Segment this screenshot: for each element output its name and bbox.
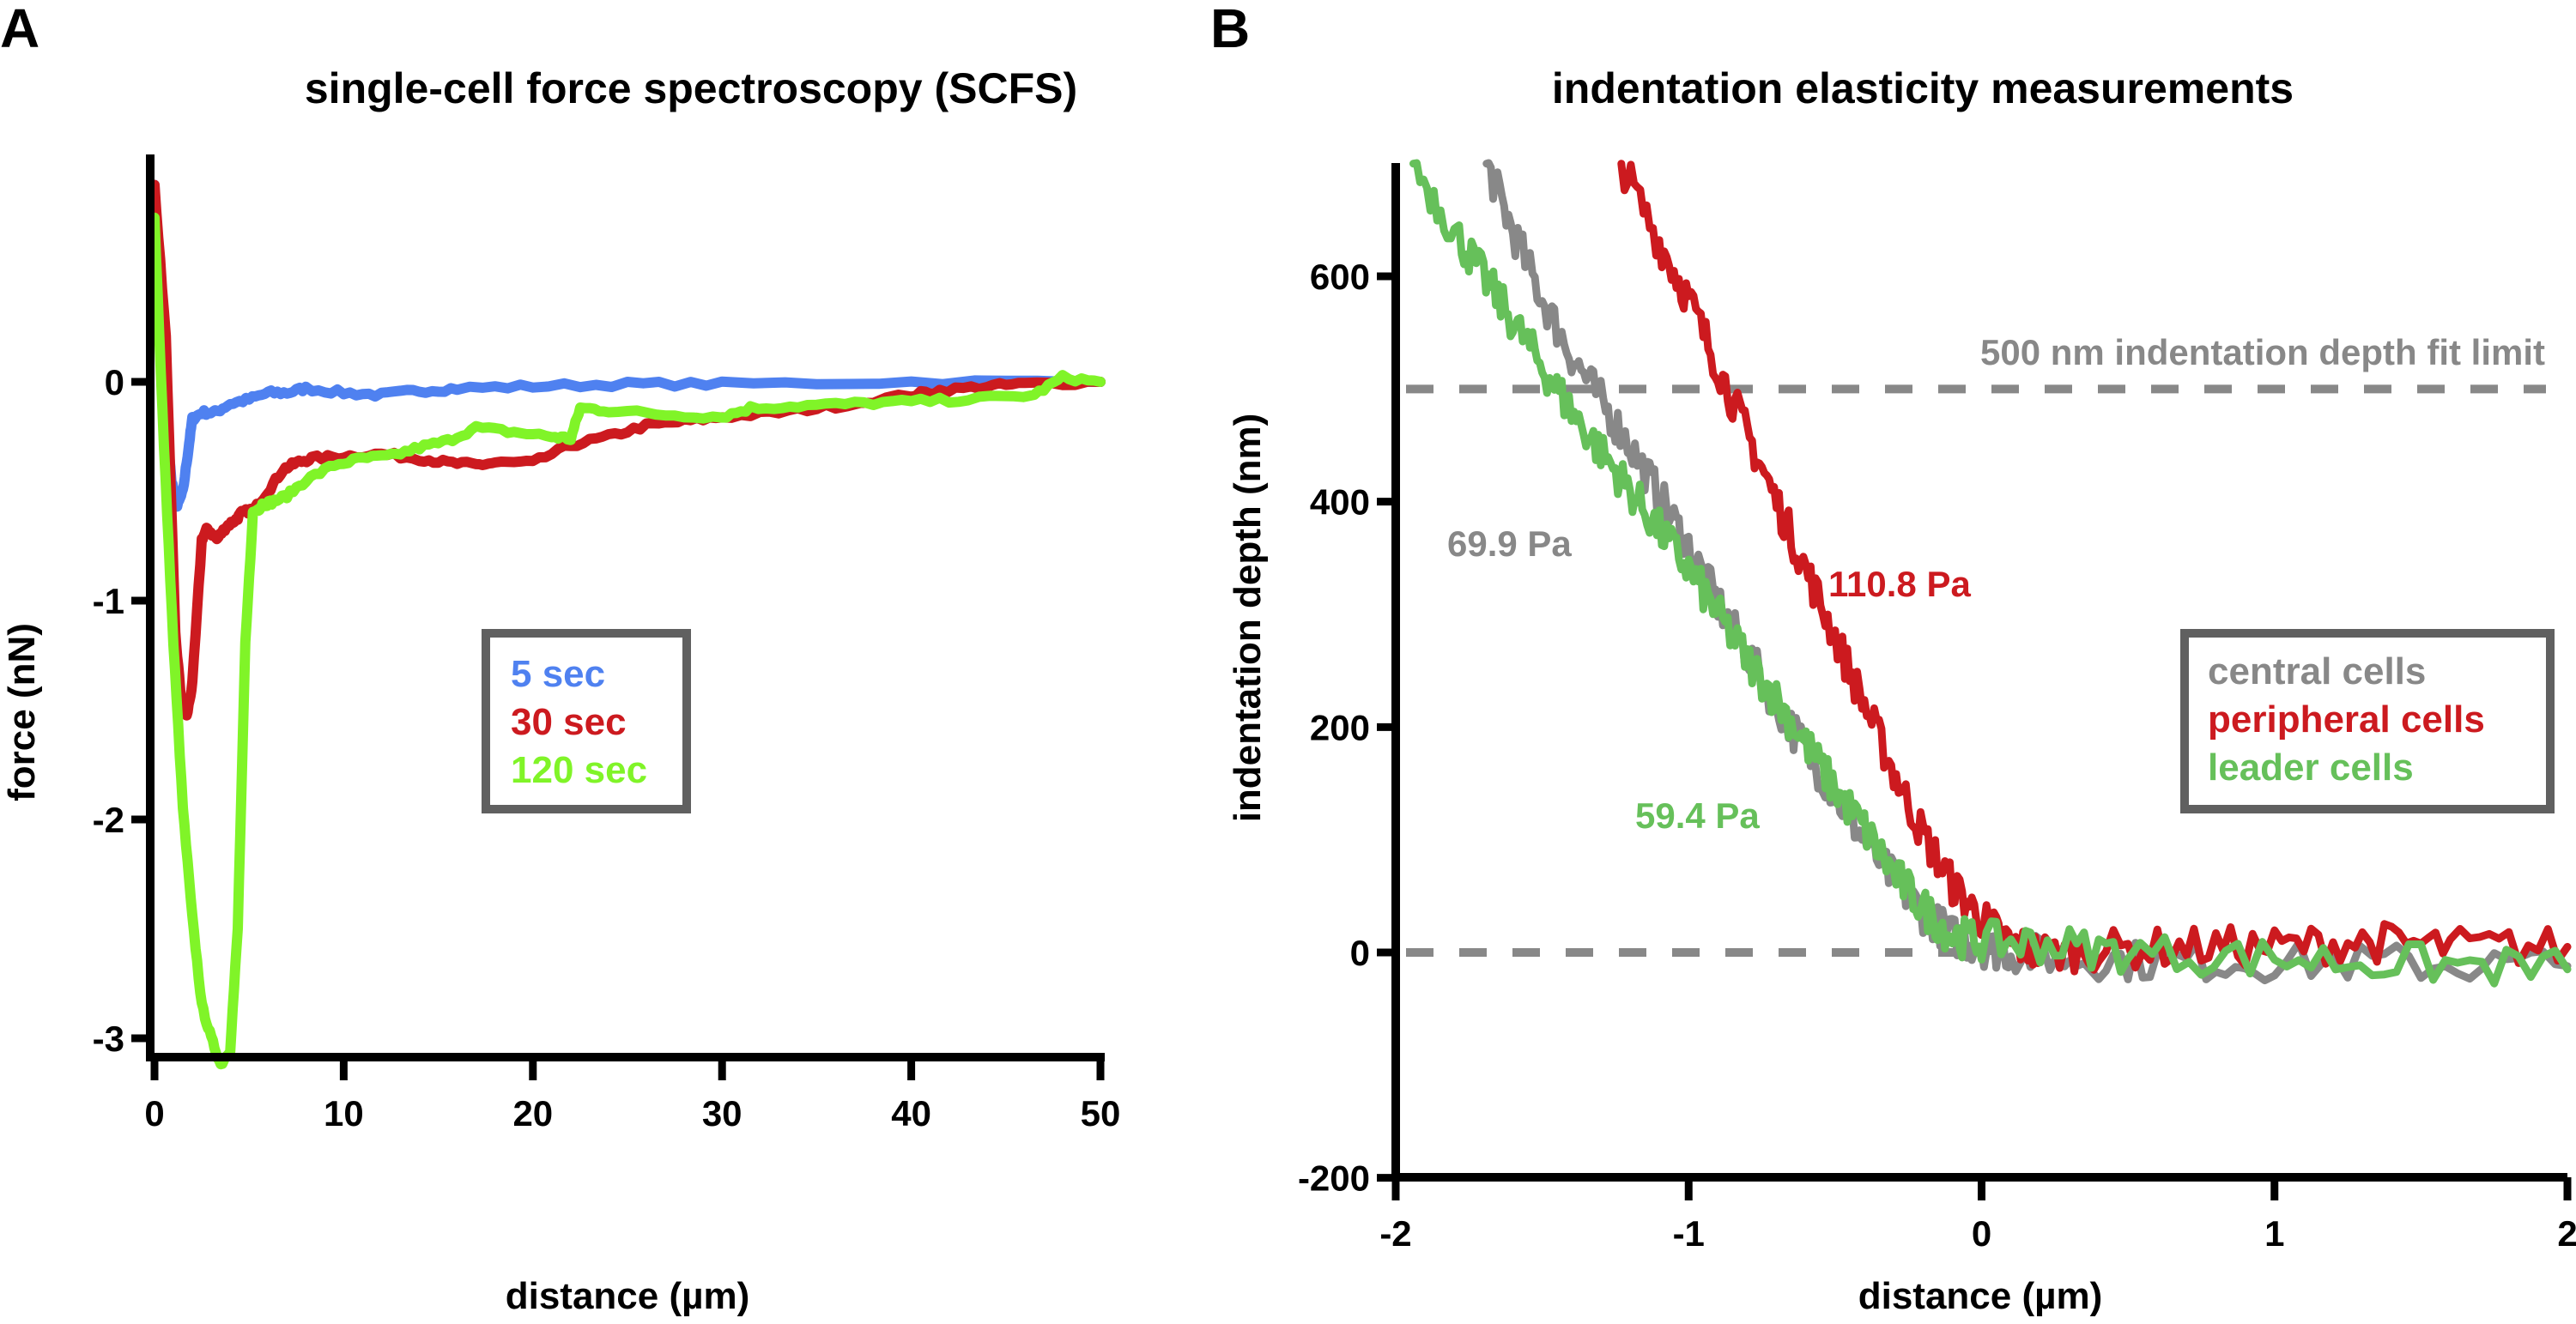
panel-a-chart: 0 10 20 30 40 50 0 -1 -2 -3 distance (µm) force … [1,154,1120,1317]
x-tick-label: -2 [1379,1213,1411,1254]
panel-b-legend-box [2180,629,2555,813]
panel-a-title: single-cell force spectroscopy (SCFS) [305,64,1077,112]
panel-b-reference-lines [1406,384,2546,957]
panel-a-y-ticks: 0 -1 -2 -3 [93,362,150,1059]
panel-b-y-axis-label: indentation depth (nm) [1227,414,1269,823]
x-tick-label: 40 [891,1093,931,1134]
legend-entry-central-cells: central cells [2208,650,2426,692]
x-tick-label: 10 [324,1093,364,1134]
annotation-leader-modulus: 59.4 Pa [1635,795,1760,836]
y-tick-label: -2 [93,800,124,840]
panel-a-legend: 5 sec 30 sec 120 sec [482,629,691,813]
legend-entry-peripheral-cells: peripheral cells [2208,698,2485,741]
x-tick-label: -1 [1673,1213,1705,1254]
y-tick-label: -200 [1298,1158,1370,1199]
panel-b-x-axis-label: distance (µm) [1858,1275,2103,1317]
panel-b-y-ticks: 600 400 200 0 -200 [1298,257,1396,1199]
x-tick-label: 50 [1081,1093,1121,1134]
x-tick-label: 0 [144,1093,164,1134]
y-tick-label: -1 [93,581,124,621]
panel-b-chart: -2 -1 0 1 2 600 400 200 0 -200 distance (µm) ind… [1227,159,2576,1317]
x-tick-label: 2 [2557,1213,2576,1254]
series-line-leader-cells [1409,159,2572,988]
y-tick-label: 200 [1310,707,1370,747]
panel-b-title: indentation elasticity measurements [1552,64,2294,112]
series-line-central-cells [1482,159,2572,985]
panel-a-y-axis-label: force (nN) [1,623,43,801]
y-tick-label: 600 [1310,257,1370,297]
panel-letter-b: B [1210,0,1250,59]
fit-limit-label: 500 nm indentation depth fit limit [1980,332,2545,372]
panel-b-legend: central cells peripheral cells leader ce… [2180,629,2555,813]
panel-a-x-ticks: 0 10 20 30 40 50 [144,1057,1120,1134]
annotation-central-modulus: 69.9 Pa [1447,523,1572,564]
x-tick-label: 30 [702,1093,742,1134]
panel-letter-a: A [0,0,39,59]
panel-b-series-group [1409,159,2572,988]
panel-a-series-group [149,179,1106,1070]
y-tick-label: -3 [93,1019,124,1059]
legend-entry-5-sec: 5 sec [511,653,605,695]
series-line-120-sec [149,212,1106,1070]
legend-entry-120-sec: 120 sec [511,749,647,791]
x-tick-label: 0 [1972,1213,1991,1254]
panel-a-axes [146,154,1105,1061]
panel-a-x-axis-label: distance (µm) [506,1275,750,1317]
panel-a-legend-box [482,629,691,813]
y-tick-label: 400 [1310,482,1370,523]
legend-entry-30-sec: 30 sec [511,701,627,743]
panel-b-x-ticks: -2 -1 0 1 2 [1379,1177,2576,1254]
y-tick-label: 0 [1350,933,1370,973]
x-tick-label: 20 [512,1093,553,1134]
y-tick-label: 0 [105,362,124,402]
x-tick-label: 1 [2264,1213,2284,1254]
legend-entry-leader-cells: leader cells [2208,747,2414,789]
series-line-peripheral-cells [1617,160,2572,976]
annotation-peripheral-modulus: 110.8 Pa [1828,564,1971,604]
